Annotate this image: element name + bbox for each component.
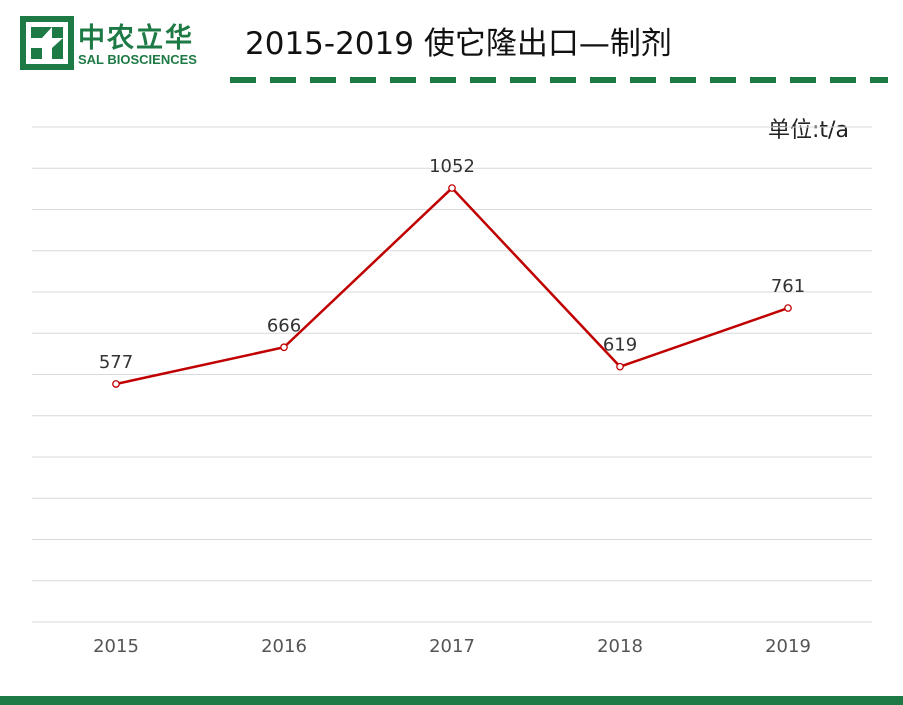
data-label: 1052 xyxy=(429,156,475,177)
logo-name-english: SAL BIOSCIENCES xyxy=(78,52,197,67)
data-point xyxy=(784,304,792,312)
data-label: 619 xyxy=(603,335,637,356)
data-point xyxy=(616,362,624,371)
data-point xyxy=(448,184,456,192)
data-point xyxy=(112,380,120,388)
data-label: 577 xyxy=(99,352,133,373)
chart-series xyxy=(115,186,789,386)
unit-label: 单位:t/a xyxy=(768,118,849,143)
company-logo: 中农立华 SAL BIOSCIENCES xyxy=(18,14,208,72)
data-point xyxy=(280,343,288,352)
x-tick-label: 2018 xyxy=(597,636,643,657)
x-tick-label: 2016 xyxy=(261,636,307,657)
footer-brand-bar xyxy=(0,696,903,705)
x-tick-label: 2019 xyxy=(765,636,811,657)
x-tick-label: 2015 xyxy=(93,636,139,657)
x-tick-label: 2017 xyxy=(429,636,475,657)
series-line xyxy=(115,186,789,386)
data-label: 666 xyxy=(267,315,301,336)
page-title: 2015-2019 使它隆出口—制剂 xyxy=(245,26,672,62)
sal-cross-logo-icon xyxy=(20,16,74,70)
title-dashed-divider xyxy=(230,77,888,83)
chart-data-labels: 577 666 1052 619 761 xyxy=(99,156,805,373)
chart-points xyxy=(112,184,792,388)
data-label: 761 xyxy=(771,276,805,297)
chart-gridlines xyxy=(32,126,872,623)
chart-x-axis: 2015 2016 2017 2018 2019 xyxy=(93,636,811,657)
logo-name-chinese: 中农立华 xyxy=(78,23,194,54)
